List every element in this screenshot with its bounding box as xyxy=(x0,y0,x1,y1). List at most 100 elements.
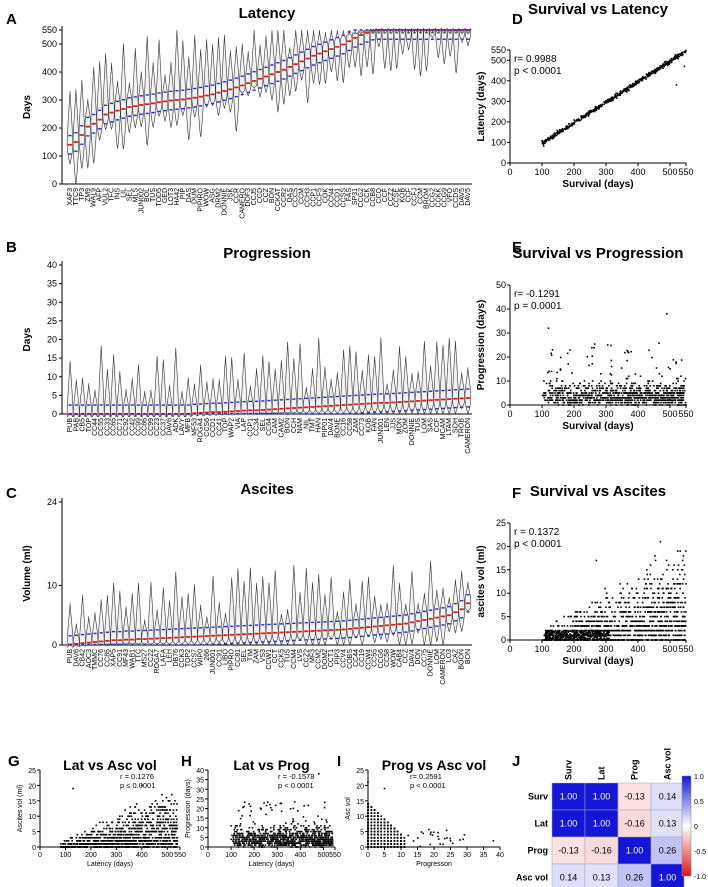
data-point xyxy=(556,371,558,374)
data-point xyxy=(608,385,610,387)
category-label: CC99 xyxy=(148,418,155,436)
data-point xyxy=(118,815,121,817)
violin xyxy=(161,74,169,122)
category-label: PIP xyxy=(180,188,187,200)
data-point xyxy=(111,827,114,830)
data-point xyxy=(139,843,141,845)
data-point xyxy=(153,840,155,842)
data-point xyxy=(556,131,559,134)
data-point xyxy=(648,74,650,76)
data-point xyxy=(650,629,653,632)
data-point xyxy=(68,843,71,845)
data-point xyxy=(123,846,125,848)
data-point xyxy=(545,631,548,633)
data-point xyxy=(548,630,550,632)
data-point xyxy=(637,620,639,623)
data-point xyxy=(678,399,680,401)
data-point xyxy=(151,812,153,814)
data-point xyxy=(122,824,125,827)
data-point xyxy=(555,394,558,397)
data-point xyxy=(682,625,684,627)
data-point xyxy=(120,833,123,836)
category-label: MLS xyxy=(132,188,139,203)
data-point xyxy=(560,634,563,637)
data-point xyxy=(551,638,554,641)
data-point xyxy=(683,389,686,392)
data-point xyxy=(555,397,558,399)
data-point xyxy=(635,401,637,404)
category-label: WOW xyxy=(390,649,397,668)
data-point xyxy=(569,630,572,632)
x-tick-label: 100 xyxy=(534,644,549,654)
data-point xyxy=(627,375,630,377)
data-point xyxy=(684,50,687,53)
data-point xyxy=(548,635,550,637)
data-point xyxy=(597,638,600,641)
category-label: TOD5 xyxy=(156,188,163,207)
data-point xyxy=(108,836,111,839)
y-tick-label: 10 xyxy=(28,814,36,821)
data-point xyxy=(643,615,645,618)
data-point xyxy=(587,615,590,618)
category-label: BROM xyxy=(423,188,430,209)
data-point xyxy=(645,625,648,627)
data-point xyxy=(671,569,674,571)
data-point xyxy=(668,392,670,394)
data-point xyxy=(556,387,559,389)
data-point xyxy=(158,836,160,839)
data-point xyxy=(677,601,679,604)
data-point xyxy=(617,397,620,399)
data-point xyxy=(666,620,669,623)
data-point xyxy=(92,827,94,830)
data-point xyxy=(558,387,561,389)
category-label: CCKAT xyxy=(275,187,282,211)
data-point xyxy=(662,389,665,392)
data-point xyxy=(672,358,675,361)
data-point xyxy=(620,367,623,369)
category-label: CC55 xyxy=(372,649,379,667)
violin xyxy=(458,372,465,410)
data-point xyxy=(655,387,658,389)
data-point xyxy=(642,597,644,599)
violin xyxy=(102,53,109,130)
data-point xyxy=(115,843,118,845)
panel-letter-h: H xyxy=(181,753,192,770)
data-point xyxy=(675,56,677,59)
x-tick-label: 300 xyxy=(111,852,123,859)
y-tick-label: 25 xyxy=(47,316,57,326)
data-point xyxy=(567,399,570,401)
data-point xyxy=(576,401,579,404)
violin xyxy=(66,360,74,418)
data-point xyxy=(681,389,684,392)
data-point xyxy=(636,392,638,394)
data-point xyxy=(631,615,634,618)
data-point xyxy=(654,68,657,71)
data-point xyxy=(133,821,136,824)
data-point xyxy=(639,399,642,401)
data-point xyxy=(638,81,640,83)
violin xyxy=(178,391,186,418)
data-point xyxy=(98,836,101,839)
data-point xyxy=(598,633,601,635)
data-point xyxy=(587,639,589,641)
correlation-r: r = 0.1276 xyxy=(120,772,154,781)
data-point xyxy=(583,615,586,618)
data-point xyxy=(626,349,629,352)
category-label: CCD xyxy=(257,188,264,203)
data-point xyxy=(94,836,96,839)
data-point xyxy=(616,385,618,387)
data-point xyxy=(571,124,573,127)
data-point xyxy=(588,392,591,394)
violin xyxy=(222,612,229,646)
data-point xyxy=(109,846,112,848)
data-point xyxy=(673,597,675,599)
data-point xyxy=(683,615,686,618)
data-point xyxy=(588,635,591,638)
data-point xyxy=(170,821,172,824)
data-point xyxy=(555,632,558,635)
data-point xyxy=(593,636,596,639)
data-point xyxy=(574,401,576,404)
data-point xyxy=(653,639,656,641)
violin xyxy=(166,384,173,418)
data-point xyxy=(678,620,681,623)
